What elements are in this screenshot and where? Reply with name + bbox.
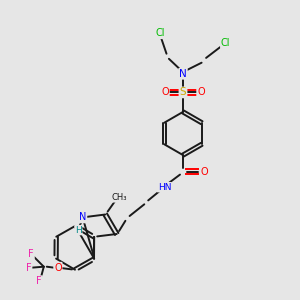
Text: Cl: Cl [155,28,165,38]
Text: O: O [197,87,205,98]
Text: F: F [28,249,34,259]
Text: O: O [161,87,169,98]
Text: CH₃: CH₃ [112,193,128,202]
Text: O: O [54,262,62,273]
Text: HN: HN [158,183,171,192]
Text: F: F [37,276,42,286]
Text: F: F [26,263,32,273]
Text: S: S [180,87,186,98]
Text: H: H [75,226,82,235]
Text: Cl: Cl [221,38,230,48]
Text: N: N [79,212,86,223]
Text: N: N [179,69,187,79]
Text: O: O [200,167,208,177]
